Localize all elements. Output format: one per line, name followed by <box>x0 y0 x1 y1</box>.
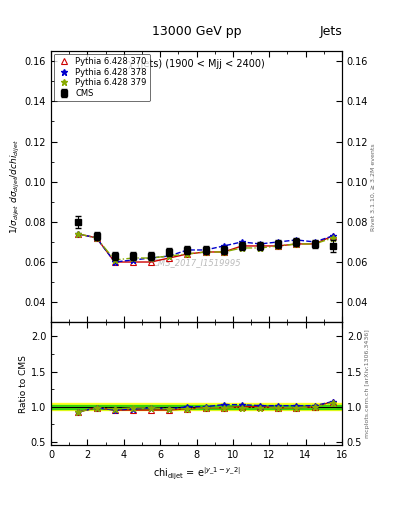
Pythia 6.428 379 <box>130 255 135 261</box>
Pythia 6.428 370 <box>167 255 172 261</box>
Pythia 6.428 370 <box>94 235 99 241</box>
Pythia 6.428 378 <box>149 255 153 261</box>
Pythia 6.428 370 <box>203 249 208 255</box>
Pythia 6.428 378 <box>112 259 117 265</box>
Pythia 6.428 370 <box>331 233 335 239</box>
Pythia 6.428 379 <box>240 245 244 251</box>
Pythia 6.428 370 <box>221 249 226 255</box>
Pythia 6.428 378 <box>203 247 208 253</box>
Pythia 6.428 370 <box>76 231 81 237</box>
Pythia 6.428 379 <box>312 241 317 247</box>
Pythia 6.428 370 <box>294 241 299 247</box>
Y-axis label: Ratio to CMS: Ratio to CMS <box>19 355 28 413</box>
Pythia 6.428 370 <box>112 259 117 265</box>
Pythia 6.428 370 <box>258 243 263 249</box>
Line: Pythia 6.428 378: Pythia 6.428 378 <box>75 230 336 266</box>
Pythia 6.428 379 <box>258 245 263 251</box>
Line: Pythia 6.428 370: Pythia 6.428 370 <box>75 231 336 265</box>
Text: χ (jets) (1900 < Mjj < 2400): χ (jets) (1900 < Mjj < 2400) <box>128 59 265 69</box>
Pythia 6.428 370 <box>130 259 135 265</box>
Pythia 6.428 370 <box>312 241 317 247</box>
Pythia 6.428 378 <box>276 239 281 245</box>
Text: CMS_2017_I1519995: CMS_2017_I1519995 <box>152 258 241 267</box>
Pythia 6.428 370 <box>276 243 281 249</box>
Pythia 6.428 379 <box>276 243 281 249</box>
Pythia 6.428 378 <box>76 231 81 237</box>
Pythia 6.428 370 <box>149 259 153 265</box>
Pythia 6.428 378 <box>167 253 172 259</box>
Pythia 6.428 379 <box>76 231 81 237</box>
Y-axis label: mcplots.cern.ch [arXiv:1306.3436]: mcplots.cern.ch [arXiv:1306.3436] <box>365 329 370 438</box>
Text: Jets: Jets <box>319 26 342 38</box>
Pythia 6.428 379 <box>112 257 117 263</box>
Pythia 6.428 378 <box>258 241 263 247</box>
Pythia 6.428 378 <box>185 247 190 253</box>
Pythia 6.428 378 <box>94 235 99 241</box>
Pythia 6.428 378 <box>312 239 317 245</box>
Pythia 6.428 378 <box>331 233 335 239</box>
Pythia 6.428 379 <box>94 235 99 241</box>
X-axis label: chi$_{\rm dijet}$ = e$^{|y\_1 - y\_2|}$: chi$_{\rm dijet}$ = e$^{|y\_1 - y\_2|}$ <box>152 466 241 482</box>
Pythia 6.428 379 <box>331 235 335 241</box>
Text: 13000 GeV pp: 13000 GeV pp <box>152 26 241 38</box>
Pythia 6.428 379 <box>203 249 208 255</box>
Pythia 6.428 379 <box>167 253 172 259</box>
Pythia 6.428 379 <box>149 255 153 261</box>
Y-axis label: Rivet 3.1.10, ≥ 3.2M events: Rivet 3.1.10, ≥ 3.2M events <box>371 143 376 230</box>
Y-axis label: 1/$\sigma_{dijet}$ $d\sigma_{dijet}/dchi_{dijet}$: 1/$\sigma_{dijet}$ $d\sigma_{dijet}/dchi… <box>9 139 22 234</box>
Pythia 6.428 378 <box>221 243 226 249</box>
Legend: Pythia 6.428 370, Pythia 6.428 378, Pythia 6.428 379, CMS: Pythia 6.428 370, Pythia 6.428 378, Pyth… <box>53 54 150 101</box>
Pythia 6.428 378 <box>294 237 299 243</box>
Pythia 6.428 370 <box>185 251 190 257</box>
Pythia 6.428 370 <box>240 243 244 249</box>
Pythia 6.428 379 <box>185 251 190 257</box>
Pythia 6.428 378 <box>240 239 244 245</box>
Line: Pythia 6.428 379: Pythia 6.428 379 <box>75 230 336 264</box>
Pythia 6.428 379 <box>294 241 299 247</box>
Pythia 6.428 378 <box>130 257 135 263</box>
Pythia 6.428 379 <box>221 249 226 255</box>
